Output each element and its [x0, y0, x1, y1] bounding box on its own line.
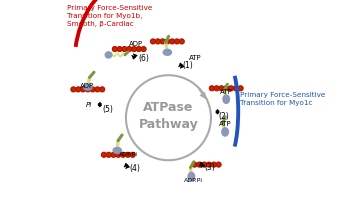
Circle shape: [150, 39, 155, 44]
Circle shape: [214, 86, 219, 91]
Circle shape: [90, 87, 95, 92]
Circle shape: [216, 162, 221, 167]
Circle shape: [211, 162, 216, 167]
Circle shape: [100, 87, 105, 92]
Circle shape: [202, 162, 206, 167]
Text: (3): (3): [204, 163, 215, 172]
Text: ADP.Pi: ADP.Pi: [119, 152, 138, 157]
Circle shape: [127, 47, 132, 51]
Text: (6): (6): [138, 54, 149, 63]
Circle shape: [238, 86, 243, 91]
Text: ATPase
Pathway: ATPase Pathway: [139, 100, 198, 131]
Circle shape: [71, 87, 76, 92]
Circle shape: [111, 152, 116, 157]
Ellipse shape: [163, 49, 172, 55]
Ellipse shape: [222, 128, 229, 136]
Text: (5): (5): [102, 105, 113, 114]
Circle shape: [132, 47, 136, 51]
Circle shape: [155, 39, 160, 44]
Circle shape: [179, 39, 184, 44]
Circle shape: [229, 86, 233, 91]
Circle shape: [136, 47, 141, 51]
Circle shape: [219, 86, 224, 91]
Text: Pi: Pi: [86, 102, 92, 108]
Circle shape: [95, 87, 100, 92]
Circle shape: [121, 152, 126, 157]
Circle shape: [224, 86, 229, 91]
Circle shape: [106, 152, 111, 157]
Circle shape: [117, 47, 122, 51]
Circle shape: [170, 39, 175, 44]
Text: ADP: ADP: [129, 41, 144, 47]
Circle shape: [102, 152, 106, 157]
Text: ADP.Pi: ADP.Pi: [184, 178, 203, 183]
Text: (2): (2): [219, 112, 229, 121]
Circle shape: [85, 87, 90, 92]
Circle shape: [206, 162, 211, 167]
Text: Primary Force-Sensitive
Transition for Myo1c: Primary Force-Sensitive Transition for M…: [240, 92, 326, 106]
Ellipse shape: [105, 52, 112, 58]
Circle shape: [165, 39, 170, 44]
Text: (4): (4): [129, 164, 140, 173]
Circle shape: [112, 47, 117, 51]
Circle shape: [126, 152, 130, 157]
Circle shape: [130, 152, 135, 157]
Circle shape: [192, 162, 197, 167]
Circle shape: [76, 87, 80, 92]
Text: ATP: ATP: [189, 55, 202, 61]
Text: ADP: ADP: [80, 83, 94, 89]
Circle shape: [80, 87, 85, 92]
Ellipse shape: [188, 172, 195, 181]
Circle shape: [160, 39, 165, 44]
Circle shape: [141, 47, 146, 51]
Text: Primary Force-Sensitive
Transition for Myo1b,
Smooth, β-Cardiac: Primary Force-Sensitive Transition for M…: [67, 5, 153, 27]
Text: ATP: ATP: [219, 121, 231, 128]
Circle shape: [175, 39, 179, 44]
Ellipse shape: [223, 95, 230, 103]
Circle shape: [233, 86, 238, 91]
Text: ATP: ATP: [220, 89, 232, 95]
Text: (1): (1): [183, 61, 194, 70]
Ellipse shape: [84, 84, 92, 90]
Circle shape: [116, 152, 121, 157]
Circle shape: [197, 162, 202, 167]
Ellipse shape: [113, 147, 121, 153]
Circle shape: [209, 86, 214, 91]
Circle shape: [122, 47, 127, 51]
